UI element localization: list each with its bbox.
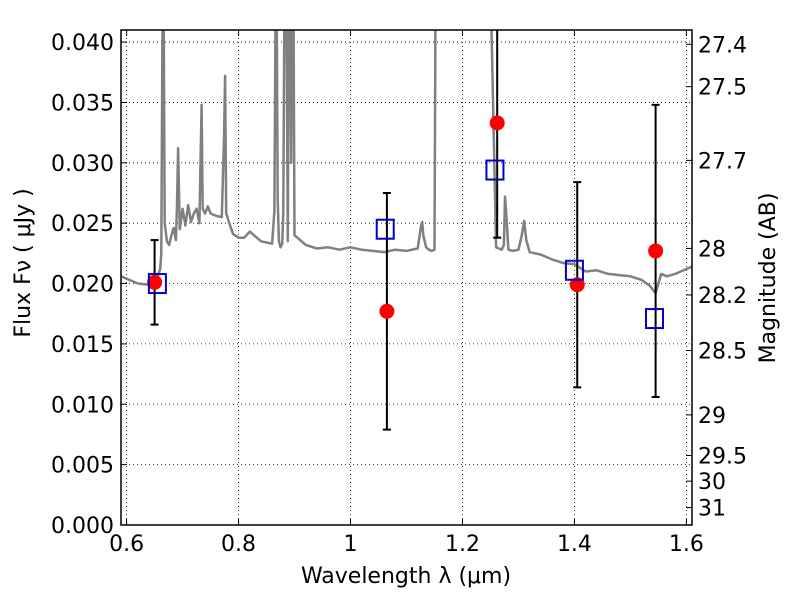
plot-area (121, 30, 692, 431)
x-tick-label: 0.8 (221, 532, 256, 557)
y2-tick-label: 27.5 (698, 76, 747, 101)
x-tick-label: 1.4 (557, 532, 592, 557)
axis-ticks: 0.6 0.8 1 1.2 1.4 1.6 0.000 0.005 0.010 0.015 0.02… (51, 30, 747, 557)
observed-flux-point (379, 303, 395, 319)
y2-tick-label: 28.5 (698, 339, 747, 364)
y-tick-label: 0.010 (51, 393, 114, 418)
y-axis-title: Flux Fν ( μJy ) (11, 188, 36, 337)
y-tick-label: 0.005 (51, 454, 114, 479)
x-tick-label: 1.6 (669, 532, 704, 557)
model-flux-point (564, 259, 584, 281)
plot-frame (120, 29, 693, 526)
grid-lines (121, 30, 692, 526)
model-flux-point (375, 218, 395, 240)
model-flux-point (147, 273, 167, 295)
model-flux-point (485, 159, 505, 181)
model-flux-point (644, 308, 664, 330)
sed-model-line (121, 30, 692, 295)
x-tick-label: 1 (344, 532, 358, 557)
y-tick-label: 0.025 (51, 212, 114, 237)
y2-tick-label: 29 (698, 404, 726, 429)
x-tick-label: 0.6 (109, 532, 144, 557)
y-tick-label: 0.035 (51, 91, 114, 116)
y-tick-label: 0.000 (51, 514, 114, 539)
observed-flux-point (147, 274, 163, 290)
plot-content (121, 30, 692, 431)
y-tick-label: 0.015 (51, 333, 114, 358)
y2-axis-title: Magnitude (AB) (756, 193, 781, 364)
x-axis-title: Wavelength λ (μm) (301, 564, 511, 589)
x-tick-label: 1.2 (445, 532, 480, 557)
y2-tick-label: 27.7 (698, 149, 747, 174)
observed-flux-point (489, 115, 505, 131)
y-tick-label: 0.040 (51, 31, 114, 56)
observed-flux-point (648, 243, 664, 259)
y2-tick-label: 30 (698, 470, 726, 495)
observed-flux-point (569, 277, 585, 293)
y2-tick-label: 29.5 (698, 445, 747, 470)
y2-tick-label: 31 (698, 497, 726, 522)
y2-tick-label: 28.2 (698, 284, 747, 309)
y2-tick-label: 27.4 (698, 33, 747, 58)
y-tick-label: 0.020 (51, 273, 114, 298)
y2-tick-label: 28 (698, 237, 726, 262)
y-tick-label: 0.030 (51, 152, 114, 177)
